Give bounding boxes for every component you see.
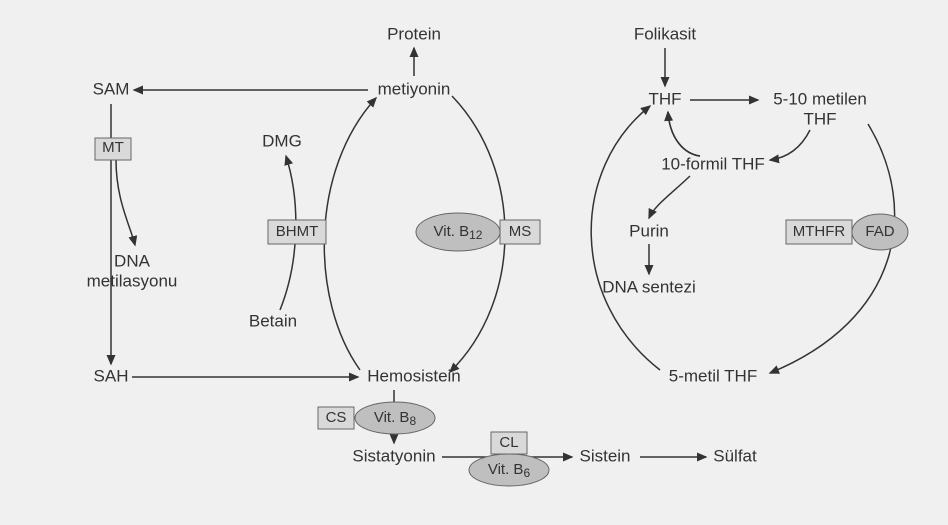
dmg-label: DMG bbox=[262, 131, 302, 150]
mt-to-dna-met bbox=[116, 160, 135, 245]
betain-label: Betain bbox=[249, 311, 297, 330]
sistatyonin-label: Sistatyonin bbox=[352, 446, 435, 465]
hemosistein-label: Hemosistein bbox=[367, 366, 461, 385]
vitb6-sub: 6 bbox=[523, 466, 530, 480]
metiyonin-label: metiyonin bbox=[378, 79, 451, 98]
formil-to-purin bbox=[649, 176, 690, 218]
sulfat-label: Sülfat bbox=[713, 446, 757, 465]
formil-thf-to-thf bbox=[668, 112, 700, 156]
fad-label: FAD bbox=[865, 223, 894, 240]
ms-label: MS bbox=[509, 223, 532, 240]
metilen_thf-label2: THF bbox=[803, 109, 836, 128]
formil_thf-label: 10-formil THF bbox=[661, 154, 765, 173]
pathway-diagram: ProteinFolikasitSAMmetiyoninTHF5-10 meti… bbox=[0, 0, 948, 525]
metilen-to-formil bbox=[770, 130, 810, 160]
sam-label: SAM bbox=[93, 79, 130, 98]
hemosistein-to-metiyonin-bhmt bbox=[324, 98, 376, 370]
dna_sentezi-label: DNA sentezi bbox=[602, 277, 696, 296]
vitb12-sub: 12 bbox=[469, 228, 483, 242]
dna_met-label2: metilasyonu bbox=[87, 271, 178, 290]
purin-label: Purin bbox=[629, 221, 669, 240]
metil_thf-label: 5-metil THF bbox=[669, 366, 757, 385]
sistein-label: Sistein bbox=[579, 446, 630, 465]
sah-label: SAH bbox=[94, 366, 129, 385]
arrows-group bbox=[111, 48, 895, 457]
thf-label: THF bbox=[648, 89, 681, 108]
dna_met-label: DNA bbox=[114, 251, 151, 270]
protein-label: Protein bbox=[387, 24, 441, 43]
cs-label: CS bbox=[326, 409, 347, 426]
mthfr-label: MTHFR bbox=[793, 223, 846, 240]
vitb8-sub: 8 bbox=[409, 414, 416, 428]
bhmt-label: BHMT bbox=[276, 223, 319, 240]
metilen_thf-label: 5-10 metilen bbox=[773, 89, 867, 108]
folikasit-label: Folikasit bbox=[634, 24, 697, 43]
cl-label: CL bbox=[499, 434, 518, 451]
labels-group: ProteinFolikasitSAMmetiyoninTHF5-10 meti… bbox=[87, 24, 895, 480]
mt-label: MT bbox=[102, 139, 124, 156]
